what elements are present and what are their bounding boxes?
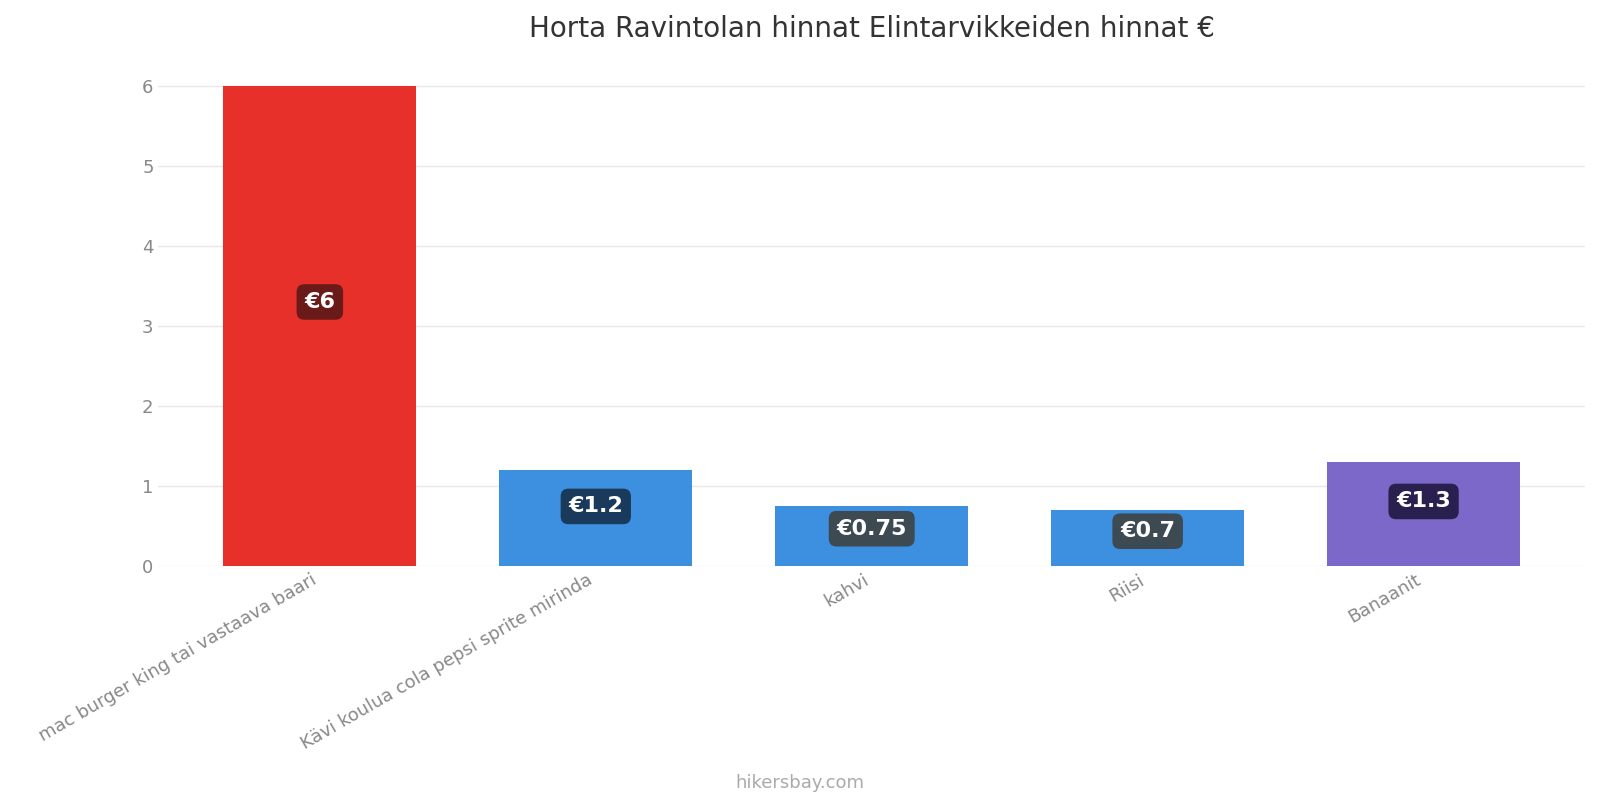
Bar [1326,462,1520,566]
Bar [499,470,693,566]
Text: €6: €6 [304,292,336,312]
Text: €0.75: €0.75 [837,518,907,538]
Title: Horta Ravintolan hinnat Elintarvikkeiden hinnat €: Horta Ravintolan hinnat Elintarvikkeiden… [528,15,1214,43]
Bar [774,506,968,566]
Bar [224,86,416,566]
Text: €1.3: €1.3 [1397,491,1451,511]
Text: €0.7: €0.7 [1120,522,1174,542]
Text: €1.2: €1.2 [568,497,622,517]
Text: hikersbay.com: hikersbay.com [736,774,864,792]
Bar [1051,510,1245,566]
